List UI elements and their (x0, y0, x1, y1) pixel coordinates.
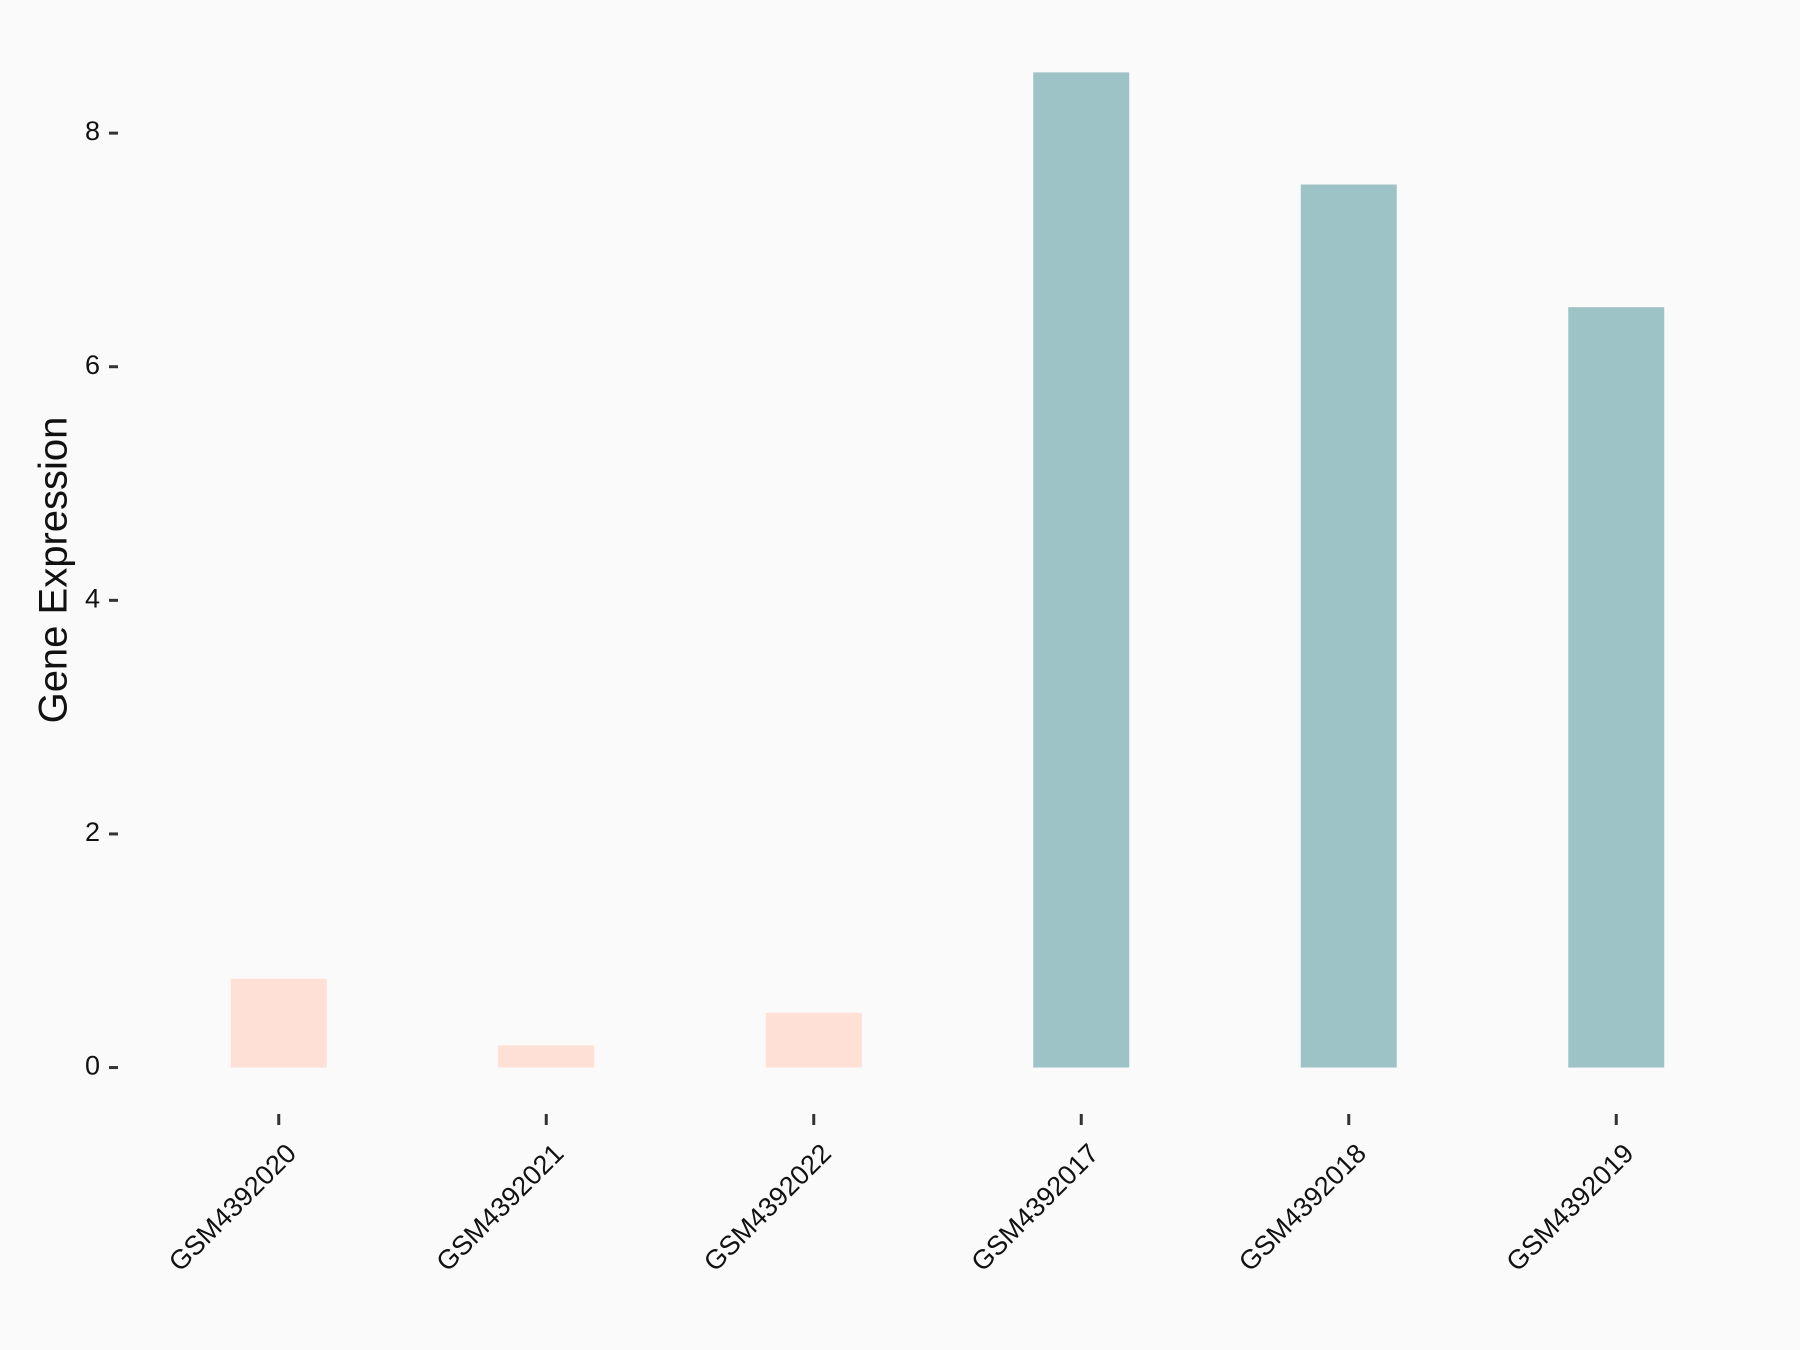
y-tick-label: 0 (85, 1051, 100, 1081)
bar (230, 978, 327, 1068)
bar (1568, 307, 1665, 1068)
y-tick-label: 4 (85, 583, 100, 613)
y-tick-label: 6 (85, 350, 100, 380)
bar (1033, 72, 1130, 1068)
y-axis-title: Gene Expression (32, 417, 76, 724)
y-tick-label: 2 (85, 817, 100, 847)
bar (1300, 184, 1397, 1068)
bar (498, 1045, 595, 1068)
bar (765, 1012, 862, 1068)
y-tick-label: 8 (85, 116, 100, 146)
